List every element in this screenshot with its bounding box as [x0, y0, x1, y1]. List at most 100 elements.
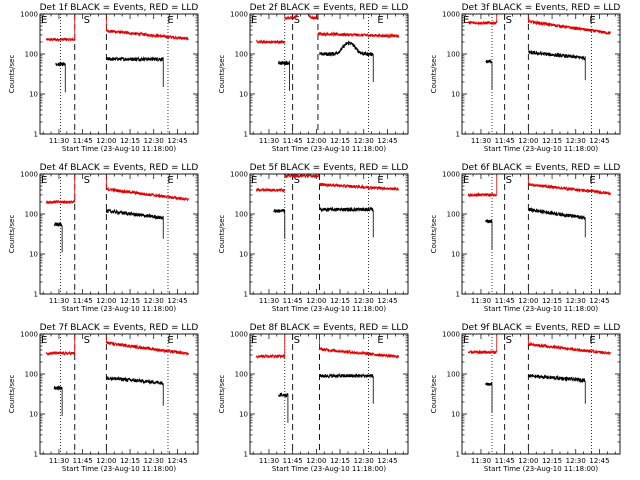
event-letter: S: [294, 15, 300, 26]
x-tick-label: 12:45: [589, 297, 609, 305]
x-tick-label: 12:30: [566, 457, 586, 465]
x-tick-label: 12:45: [589, 457, 609, 465]
y-tick-label: 1: [244, 450, 248, 458]
plot-frame: [249, 13, 409, 135]
event-letter: S: [506, 15, 512, 26]
y-tick-label: 1: [244, 290, 248, 298]
x-tick-label: 12:45: [589, 137, 609, 145]
x-tick-label: 12:00: [306, 297, 326, 305]
y-axis-label: Counts/sec: [218, 375, 226, 414]
y-tick-label: 1: [456, 290, 460, 298]
y-axis-label: Counts/sec: [8, 375, 16, 414]
y-axis-label: Counts/sec: [430, 55, 438, 94]
lld-series-gap: [74, 174, 107, 202]
event-letter: E: [463, 175, 469, 186]
panel-title: Det 4f BLACK = Events, RED = LLD: [40, 163, 199, 173]
x-tick-label: 11:45: [495, 457, 515, 465]
plot-frame: [249, 173, 409, 295]
x-tick-label: 11:45: [495, 137, 515, 145]
y-tick-label: 10: [451, 251, 460, 259]
x-tick-label: 11:30: [259, 137, 279, 145]
x-tick-label: 11:45: [73, 137, 93, 145]
events-series-segment-2: [319, 40, 374, 82]
panel-3: Det 3f BLACK = Events, RED = LLD 1 10 100 10…: [430, 3, 621, 153]
lld-series-gap: [496, 334, 529, 353]
y-tick-label: 1000: [20, 171, 38, 179]
y-tick-label: 1000: [230, 331, 248, 339]
x-tick-label: 11:45: [283, 297, 303, 305]
y-tick-label: 100: [447, 371, 460, 379]
panel-title: Det 9f BLACK = Events, RED = LLD: [462, 323, 621, 333]
x-tick-label: 12:00: [96, 137, 116, 145]
panel-4: Det 4f BLACK = Events, RED = LLD 1 10 100 10…: [8, 163, 199, 313]
lld-series-segment-1: [467, 192, 498, 198]
x-tick-label: 12:00: [96, 457, 116, 465]
x-tick-label: 11:30: [471, 457, 491, 465]
events-series-segment-1: [485, 218, 493, 250]
x-tick-label: 12:15: [330, 297, 350, 305]
lld-series-gap: [74, 334, 107, 354]
y-tick-label: 100: [25, 371, 38, 379]
x-tick-label: 12:15: [542, 137, 562, 145]
y-axis-label: Counts/sec: [430, 215, 438, 254]
panel-title: Det 2f BLACK = Events, RED = LLD: [250, 3, 409, 13]
y-tick-label: 1000: [230, 171, 248, 179]
x-tick-label: 11:45: [73, 297, 93, 305]
x-tick-label: 12:00: [518, 297, 538, 305]
plot-frame: [39, 333, 199, 455]
panel-title: Det 5f BLACK = Events, RED = LLD: [250, 163, 409, 173]
panel-title: Det 6f BLACK = Events, RED = LLD: [462, 163, 621, 173]
panel-7: Det 7f BLACK = Events, RED = LLD 1 10 100 10…: [8, 323, 199, 473]
events-series-segment-1: [278, 392, 289, 423]
y-tick-label: 100: [235, 211, 248, 219]
event-letter: E: [463, 15, 469, 26]
x-tick-label: 11:30: [259, 457, 279, 465]
event-letter: E: [589, 15, 595, 26]
x-tick-label: 11:30: [49, 297, 69, 305]
x-tick-label: 11:30: [49, 137, 69, 145]
plot-frame: [39, 13, 199, 135]
lld-series-segment-3: [317, 31, 399, 39]
events-series-segment-1: [53, 385, 63, 416]
x-tick-label: 11:30: [49, 457, 69, 465]
events-series-segment-2: [105, 55, 164, 87]
event-letter: E: [589, 175, 595, 186]
x-tick-label: 12:45: [167, 457, 187, 465]
y-tick-label: 1: [244, 130, 248, 138]
panel-9: Det 9f BLACK = Events, RED = LLD 1 10 100 10…: [430, 323, 621, 473]
lld-series-segment-1: [256, 39, 286, 45]
y-tick-label: 10: [239, 411, 248, 419]
lld-series-segment-2: [319, 346, 399, 359]
event-letter: E: [167, 335, 173, 346]
y-tick-label: 10: [239, 91, 248, 99]
y-tick-label: 1000: [442, 11, 460, 19]
x-tick-label: 12:15: [120, 457, 140, 465]
event-letter: E: [377, 175, 383, 186]
lld-series-segment-1: [467, 20, 497, 26]
x-axis-label: Start Time (23-Aug-10 11:18:00): [484, 465, 598, 473]
x-axis-label: Start Time (23-Aug-10 11:18:00): [272, 145, 386, 153]
lld-series-segment-2: [527, 18, 611, 35]
lld-series-gap: [74, 14, 107, 40]
y-tick-label: 1000: [442, 171, 460, 179]
lld-series-gap: [496, 14, 529, 23]
x-tick-label: 12:00: [306, 137, 326, 145]
x-axis-label: Start Time (23-Aug-10 11:18:00): [272, 465, 386, 473]
x-tick-label: 11:30: [471, 137, 491, 145]
event-letter: E: [251, 15, 257, 26]
lld-series-segment-2: [284, 174, 320, 179]
x-axis-label: Start Time (23-Aug-10 11:18:00): [272, 305, 386, 313]
lld-series-segment-2: [527, 182, 611, 196]
x-tick-label: 12:30: [566, 137, 586, 145]
y-tick-label: 10: [451, 91, 460, 99]
event-letter: E: [41, 335, 47, 346]
x-axis-label: Start Time (23-Aug-10 11:18:00): [62, 465, 176, 473]
event-letter: S: [84, 335, 90, 346]
x-tick-label: 12:45: [167, 297, 187, 305]
y-tick-label: 1: [456, 130, 460, 138]
event-letter: E: [463, 335, 469, 346]
event-letter: E: [251, 175, 257, 186]
panel-title: Det 1f BLACK = Events, RED = LLD: [40, 3, 199, 13]
y-tick-label: 100: [447, 211, 460, 219]
